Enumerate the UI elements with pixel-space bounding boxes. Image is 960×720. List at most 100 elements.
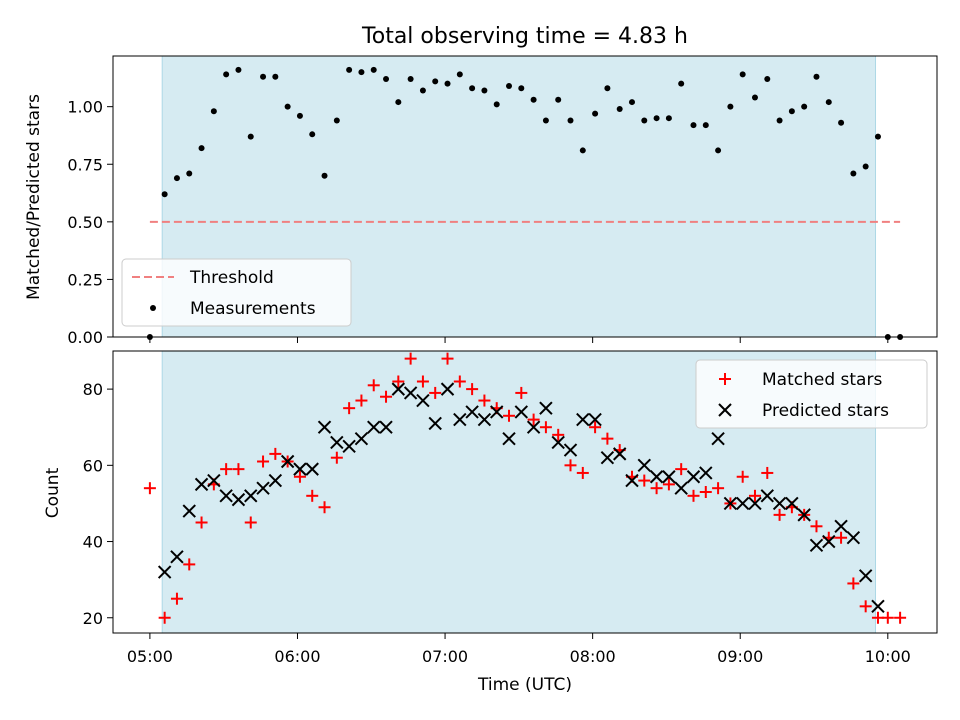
matched-star-point	[881, 611, 894, 624]
measurement-point	[444, 80, 451, 87]
cross-b	[699, 466, 713, 480]
matched-star-point	[576, 466, 589, 479]
matched-star-point	[894, 611, 907, 624]
predicted-star-point	[563, 443, 578, 457]
matched-star-point	[699, 486, 712, 498]
cross-b	[207, 473, 221, 488]
bottom-y-axis-label: Count	[43, 467, 63, 518]
matched-star-point	[404, 352, 417, 365]
predicted-star-point	[723, 496, 738, 511]
measurement-point	[850, 170, 857, 177]
cross-b	[674, 481, 688, 495]
cross-b	[416, 393, 430, 408]
measurement-point	[186, 170, 193, 177]
cross-b	[748, 496, 762, 511]
predicted-star-point	[453, 412, 467, 427]
measurement-point	[678, 80, 685, 87]
matched-star-point	[143, 482, 156, 495]
cross-b	[662, 470, 676, 484]
cross-b	[576, 412, 590, 427]
measurement-point	[161, 191, 168, 198]
matched-star-point	[736, 470, 749, 483]
legend-predicted-swatch	[718, 403, 732, 417]
matched-star-point	[441, 352, 454, 365]
predicted-star-point	[785, 496, 799, 511]
y-tick-label: 80	[83, 380, 103, 399]
cross-b	[157, 565, 172, 579]
cross-b	[280, 454, 295, 469]
measurement-point	[370, 66, 377, 73]
cross-b	[182, 504, 196, 518]
matched-star-point	[453, 375, 466, 388]
predicted-star-point	[526, 420, 541, 434]
measurement-point	[173, 175, 180, 182]
measurement-point	[542, 117, 549, 124]
matched-star-point	[835, 531, 848, 544]
predicted-star-point	[588, 412, 602, 427]
matched-star-point	[859, 600, 872, 613]
cross-b	[342, 439, 356, 453]
cross-b	[625, 473, 639, 488]
predicted-star-point	[674, 481, 688, 495]
measurement-point	[260, 73, 267, 80]
matched-star-point	[847, 577, 860, 590]
cross-b	[797, 508, 811, 522]
measurement-point	[788, 108, 795, 115]
predicted-star-point	[514, 405, 529, 419]
matched-star-point	[306, 489, 319, 502]
legend-box	[695, 359, 928, 429]
legend-measurements-label: Measurements	[190, 299, 316, 319]
cross-b	[809, 538, 824, 553]
measurement-point	[665, 115, 672, 122]
matched-star-point	[232, 463, 245, 476]
matched-star-point	[650, 482, 663, 495]
cross-b	[718, 403, 732, 417]
measurement-point	[838, 119, 845, 126]
top-y-axis-label: Matched/Predicted stars	[24, 94, 44, 300]
measurement-point	[616, 105, 623, 112]
cross-b	[822, 534, 836, 549]
measurement-point	[739, 71, 746, 78]
x-tick-label: 06:00	[274, 647, 320, 666]
matched-star-point	[244, 516, 257, 529]
measurement-point	[715, 147, 722, 154]
legend-predicted-label: Predicted stars	[762, 401, 889, 421]
predicted-star-point	[539, 401, 553, 415]
matched-star-point	[712, 482, 725, 495]
matched-star-point	[380, 390, 393, 403]
measurement-point	[592, 110, 599, 117]
matched-star-point	[539, 421, 552, 434]
cross-b	[858, 569, 873, 583]
ratio-plot: 0.00 0.25 0.50 0.75 1.00 Threshold Measurement…	[67, 55, 938, 347]
cross-b	[403, 386, 418, 400]
predicted-star-point	[157, 565, 172, 579]
cross-b	[256, 481, 270, 495]
measurement-point	[223, 71, 230, 78]
cross-b	[871, 599, 885, 614]
cross-b	[785, 496, 799, 511]
predicted-star-point	[858, 569, 873, 583]
matched-star-point	[416, 375, 429, 388]
measurement-point	[272, 73, 279, 80]
measurement-point	[690, 122, 697, 129]
plot-frame	[112, 350, 938, 634]
matched-star-point	[662, 478, 675, 491]
legend-measurements-swatch	[150, 305, 156, 311]
predicted-star-point	[871, 599, 885, 614]
cross-b	[834, 519, 848, 534]
measurement-point	[247, 133, 254, 140]
x-tick-label: 07:00	[422, 647, 468, 666]
predicted-star-point	[182, 504, 196, 518]
cross-b	[637, 458, 652, 473]
cross-b	[477, 412, 492, 427]
predicted-star-point	[354, 431, 369, 446]
legend-box	[121, 258, 352, 327]
cross-b	[293, 462, 307, 476]
cross-b	[317, 420, 332, 434]
legend: Threshold Measurements	[121, 258, 352, 327]
y-tick-label: 0.75	[67, 155, 103, 174]
matched-star-point	[748, 489, 761, 502]
predicted-star-point	[280, 454, 295, 469]
predicted-star-point	[170, 550, 184, 564]
measurement-point	[825, 99, 832, 106]
